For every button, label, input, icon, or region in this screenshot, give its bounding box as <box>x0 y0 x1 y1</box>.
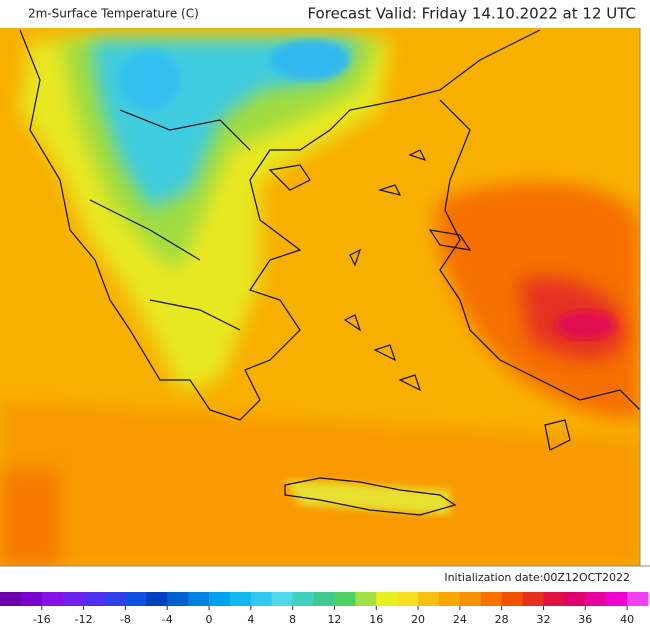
colorbar-bin <box>209 592 231 606</box>
colorbar-bin <box>522 592 544 606</box>
colorbar-bin <box>355 592 377 606</box>
colorbar-tick-label: -8 <box>120 613 131 626</box>
colorbar-tick-label: 12 <box>327 613 341 626</box>
colorbar-bin <box>125 592 147 606</box>
colorbar-bin <box>271 592 294 606</box>
colorbar-bin <box>167 592 189 606</box>
colorbar-tick-label: -4 <box>162 613 173 626</box>
colorbar-bin <box>585 592 607 606</box>
colorbar-tick-label: 32 <box>536 613 550 626</box>
colorbar-bin <box>104 592 126 606</box>
colorbar-tick-label: 24 <box>453 613 467 626</box>
colorbar-bin <box>146 592 168 606</box>
colorbar-bin <box>606 592 628 606</box>
colorbar-bin <box>397 592 419 606</box>
colorbar-bin <box>250 592 273 606</box>
initialization-date: Initialization date:00Z12OCT2022 <box>444 571 630 584</box>
forecast-time: Forecast Valid: Friday 14.10.2022 at 12 … <box>307 5 636 23</box>
colorbar-bin <box>501 592 524 606</box>
colorbar-tick-label: 20 <box>411 613 425 626</box>
map-title: 2m-Surface Temperature (C) <box>28 7 199 21</box>
colorbar-bin <box>188 592 210 606</box>
temperature-map <box>0 28 640 566</box>
colorbar-tick-label: -12 <box>75 613 93 626</box>
colorbar-bin <box>564 592 586 606</box>
colorbar-bin <box>83 592 106 606</box>
colorbar-bin <box>0 592 22 606</box>
colorbar-bin <box>627 592 649 606</box>
colorbar-tick-label: 16 <box>369 613 383 626</box>
colorbar-bin <box>418 592 440 606</box>
colorbar-tick-label: 36 <box>578 613 592 626</box>
colorbar-bin <box>62 592 85 606</box>
colorbar-bin <box>334 592 356 606</box>
colorbar-bin <box>229 592 252 606</box>
colorbar-bin <box>41 592 64 606</box>
colorbar-bin <box>438 592 461 606</box>
colorbar: -16 -12 -8 -4 0 4 8 12 16 20 24 28 32 36 40 <box>0 592 649 626</box>
colorbar-tick-label: 28 <box>495 613 509 626</box>
colorbar-tick-label: 8 <box>289 613 296 626</box>
colorbar-tick-label: 4 <box>247 613 254 626</box>
colorbar-bin <box>20 592 43 606</box>
colorbar-bin <box>376 592 398 606</box>
colorbar-bin <box>543 592 565 606</box>
colorbar-tick-label: 40 <box>620 613 634 626</box>
colorbar-bin <box>313 592 335 606</box>
colorbar-bin <box>459 592 482 606</box>
colorbar-tick-label: -16 <box>33 613 51 626</box>
colorbar-bin <box>292 592 315 606</box>
colorbar-bin <box>480 592 503 606</box>
colorbar-tick-label: 0 <box>206 613 213 626</box>
